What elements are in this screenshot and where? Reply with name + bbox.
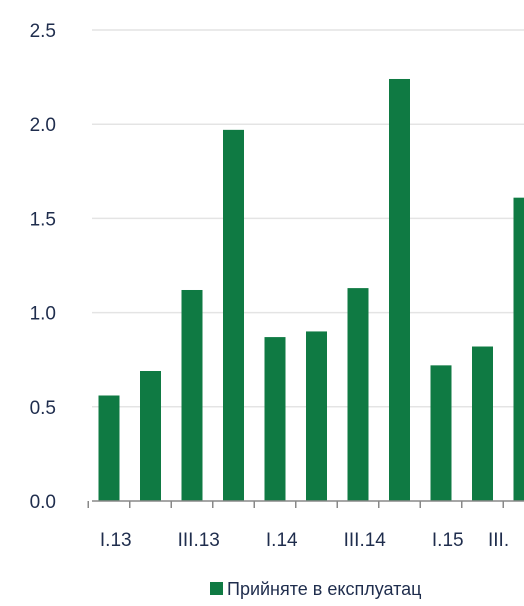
legend-label: Прийняте в експлуатац	[227, 579, 421, 599]
y-axis-tick-labels: 0.0 0.5 1.0 1.5 2.0 2.5	[30, 21, 56, 513]
x-tick-label: III.14	[344, 530, 387, 551]
gridlines	[92, 29, 524, 408]
y-tick-label: 0.0	[30, 492, 56, 513]
x-tick-label: I.15	[432, 530, 464, 551]
bar	[140, 371, 161, 501]
x-tick-label: I.14	[266, 530, 298, 551]
bar	[306, 331, 327, 501]
y-tick-label: 0.5	[30, 398, 56, 419]
x-tick-label: III.	[488, 530, 509, 551]
bar	[181, 289, 203, 501]
x-tick-label: I.13	[100, 530, 132, 551]
legend-swatch	[210, 582, 223, 595]
legend: Прийняте в експлуатац	[210, 579, 421, 599]
bar	[513, 197, 524, 501]
bar	[430, 365, 452, 501]
bar	[347, 288, 369, 501]
bar	[472, 346, 493, 501]
bar	[98, 395, 120, 501]
y-tick-label: 2.0	[30, 115, 56, 136]
bar	[264, 337, 286, 501]
y-tick-label: 1.5	[30, 209, 56, 230]
x-tick-label: III.13	[178, 530, 220, 551]
x-axis	[87, 500, 524, 508]
y-tick-label: 2.5	[30, 21, 56, 42]
bars	[98, 78, 524, 502]
bar	[389, 78, 410, 501]
x-axis-tick-labels: I.13 III.13 I.14 III.14 I.15 III.	[100, 530, 509, 551]
y-tick-label: 1.0	[30, 304, 56, 325]
bar	[223, 129, 244, 502]
